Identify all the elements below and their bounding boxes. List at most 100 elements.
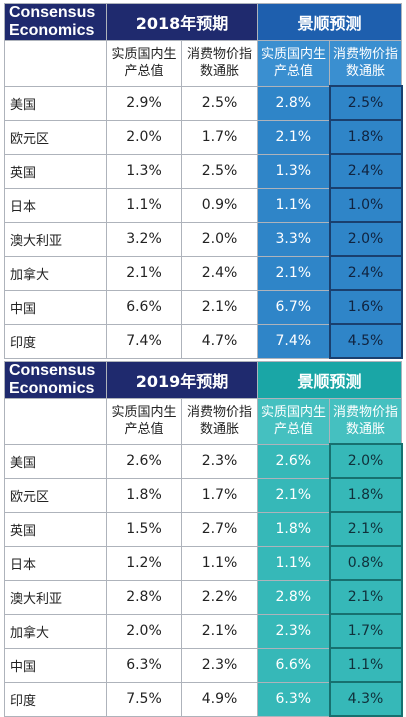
forecast-gdp-cell: 2.1% bbox=[257, 119, 331, 155]
country-cell: 加拿大 bbox=[4, 613, 107, 649]
consensus-economics-logo: Consensus Economics bbox=[4, 3, 107, 41]
consensus-cpi-cell: 2.0% bbox=[180, 221, 259, 257]
invesco-title: 景顺预测 bbox=[257, 361, 403, 399]
consensus-cpi-cell: 2.1% bbox=[180, 613, 259, 649]
consensus-cpi-cell: 2.3% bbox=[180, 443, 259, 479]
country-cell: 澳大利亚 bbox=[4, 579, 107, 615]
consensus-cpi-cell: 2.4% bbox=[180, 255, 259, 291]
consensus-cpi-cell: 4.9% bbox=[180, 681, 259, 717]
forecast-table-2019: Consensus Economics 2019年预期 景顺预测 实质国内生产总值… bbox=[4, 361, 403, 717]
consensus-gdp-cell: 1.1% bbox=[106, 187, 182, 223]
table-row: 澳大利亚 3.2% 2.0% 3.3% 2.0% bbox=[4, 221, 403, 257]
blank-header-cell bbox=[4, 40, 107, 87]
forecast-gdp-cell: 6.6% bbox=[257, 647, 331, 683]
consensus-gdp-cell: 2.1% bbox=[106, 255, 182, 291]
country-cell: 印度 bbox=[4, 681, 107, 717]
forecast-cpi-cell: 1.6% bbox=[328, 289, 403, 325]
forecast-cpi-cell: 1.8% bbox=[328, 477, 403, 513]
forecast-gdp-cell: 2.1% bbox=[257, 255, 331, 291]
country-cell: 欧元区 bbox=[4, 119, 107, 155]
country-cell: 欧元区 bbox=[4, 477, 107, 513]
table-row: 英国 1.3% 2.5% 1.3% 2.4% bbox=[4, 153, 403, 189]
forecast-cpi-cell: 2.1% bbox=[328, 511, 403, 547]
country-cell: 中国 bbox=[4, 289, 107, 325]
consensus-cpi-cell: 2.1% bbox=[180, 289, 259, 325]
consensus-gdp-cell: 1.3% bbox=[106, 153, 182, 189]
consensus-gdp-cell: 1.8% bbox=[106, 477, 182, 513]
col-header-cpi: 消费物价指数通胀 bbox=[180, 40, 259, 87]
forecast-gdp-cell: 7.4% bbox=[257, 323, 331, 359]
table-row: 澳大利亚 2.8% 2.2% 2.8% 2.1% bbox=[4, 579, 403, 615]
col-header-cpi-forecast: 消费物价指数通胀 bbox=[329, 40, 403, 87]
consensus-gdp-cell: 1.5% bbox=[106, 511, 182, 547]
col-header-gdp: 实质国内生产总值 bbox=[106, 398, 182, 445]
forecast-gdp-cell: 6.3% bbox=[257, 681, 331, 717]
country-cell: 美国 bbox=[4, 443, 107, 479]
consensus-cpi-cell: 2.5% bbox=[180, 85, 259, 121]
table-row: 欧元区 2.0% 1.7% 2.1% 1.8% bbox=[4, 119, 403, 155]
forecast-cpi-cell: 1.8% bbox=[328, 119, 403, 155]
consensus-gdp-cell: 6.3% bbox=[106, 647, 182, 683]
forecast-gdp-cell: 2.6% bbox=[257, 443, 331, 479]
country-cell: 英国 bbox=[4, 153, 107, 189]
forecast-cpi-cell: 2.0% bbox=[328, 221, 403, 257]
forecast-cpi-cell: 1.1% bbox=[328, 647, 403, 683]
col-header-cpi: 消费物价指数通胀 bbox=[180, 398, 259, 445]
forecast-cpi-cell: 4.3% bbox=[328, 681, 403, 717]
table-row: 日本 1.2% 1.1% 1.1% 0.8% bbox=[4, 545, 403, 581]
forecast-cpi-cell: 2.5% bbox=[328, 85, 403, 121]
forecast-cpi-cell: 1.7% bbox=[328, 613, 403, 649]
consensus-gdp-cell: 7.5% bbox=[106, 681, 182, 717]
country-cell: 日本 bbox=[4, 545, 107, 581]
consensus-cpi-cell: 2.2% bbox=[180, 579, 259, 615]
forecast-gdp-cell: 1.1% bbox=[257, 545, 331, 581]
col-header-gdp-forecast: 实质国内生产总值 bbox=[257, 398, 331, 445]
consensus-cpi-cell: 1.1% bbox=[180, 545, 259, 581]
country-cell: 英国 bbox=[4, 511, 107, 547]
col-header-gdp: 实质国内生产总值 bbox=[106, 40, 182, 87]
table-row: 加拿大 2.0% 2.1% 2.3% 1.7% bbox=[4, 613, 403, 649]
table-row: 日本 1.1% 0.9% 1.1% 1.0% bbox=[4, 187, 403, 223]
table-row: 印度 7.5% 4.9% 6.3% 4.3% bbox=[4, 681, 403, 717]
consensus-gdp-cell: 6.6% bbox=[106, 289, 182, 325]
table-row: 中国 6.6% 2.1% 6.7% 1.6% bbox=[4, 289, 403, 325]
consensus-cpi-cell: 1.7% bbox=[180, 477, 259, 513]
consensus-title: 2019年预期 bbox=[105, 361, 259, 399]
forecast-gdp-cell: 2.8% bbox=[257, 85, 331, 121]
table-row: 加拿大 2.1% 2.4% 2.1% 2.4% bbox=[4, 255, 403, 291]
forecast-cpi-cell: 2.4% bbox=[328, 255, 403, 291]
country-cell: 中国 bbox=[4, 647, 107, 683]
col-header-gdp-forecast: 实质国内生产总值 bbox=[257, 40, 331, 87]
consensus-cpi-cell: 1.7% bbox=[180, 119, 259, 155]
consensus-gdp-cell: 2.9% bbox=[106, 85, 182, 121]
table-row: 英国 1.5% 2.7% 1.8% 2.1% bbox=[4, 511, 403, 547]
consensus-cpi-cell: 2.7% bbox=[180, 511, 259, 547]
country-cell: 美国 bbox=[4, 85, 107, 121]
consensus-gdp-cell: 1.2% bbox=[106, 545, 182, 581]
forecast-gdp-cell: 6.7% bbox=[257, 289, 331, 325]
forecast-cpi-cell: 2.4% bbox=[328, 153, 403, 189]
country-cell: 印度 bbox=[4, 323, 107, 359]
table-row: 美国 2.6% 2.3% 2.6% 2.0% bbox=[4, 443, 403, 479]
forecast-gdp-cell: 1.3% bbox=[257, 153, 331, 189]
forecast-gdp-cell: 2.1% bbox=[257, 477, 331, 513]
forecast-table-2018: Consensus Economics 2018年预期 景顺预测 实质国内生产总值… bbox=[4, 3, 403, 359]
country-cell: 日本 bbox=[4, 187, 107, 223]
forecast-gdp-cell: 2.3% bbox=[257, 613, 331, 649]
consensus-gdp-cell: 3.2% bbox=[106, 221, 182, 257]
forecast-gdp-cell: 1.1% bbox=[257, 187, 331, 223]
consensus-gdp-cell: 2.6% bbox=[106, 443, 182, 479]
consensus-gdp-cell: 2.0% bbox=[106, 119, 182, 155]
consensus-title: 2018年预期 bbox=[105, 3, 259, 41]
consensus-cpi-cell: 0.9% bbox=[180, 187, 259, 223]
invesco-title: 景顺预测 bbox=[257, 3, 403, 41]
consensus-cpi-cell: 2.5% bbox=[180, 153, 259, 189]
forecast-cpi-cell: 2.0% bbox=[328, 443, 403, 479]
forecast-gdp-cell: 3.3% bbox=[257, 221, 331, 257]
forecast-gdp-cell: 1.8% bbox=[257, 511, 331, 547]
table-row: 美国 2.9% 2.5% 2.8% 2.5% bbox=[4, 85, 403, 121]
consensus-gdp-cell: 2.0% bbox=[106, 613, 182, 649]
forecast-cpi-cell: 0.8% bbox=[328, 545, 403, 581]
country-cell: 加拿大 bbox=[4, 255, 107, 291]
table-row: 欧元区 1.8% 1.7% 2.1% 1.8% bbox=[4, 477, 403, 513]
